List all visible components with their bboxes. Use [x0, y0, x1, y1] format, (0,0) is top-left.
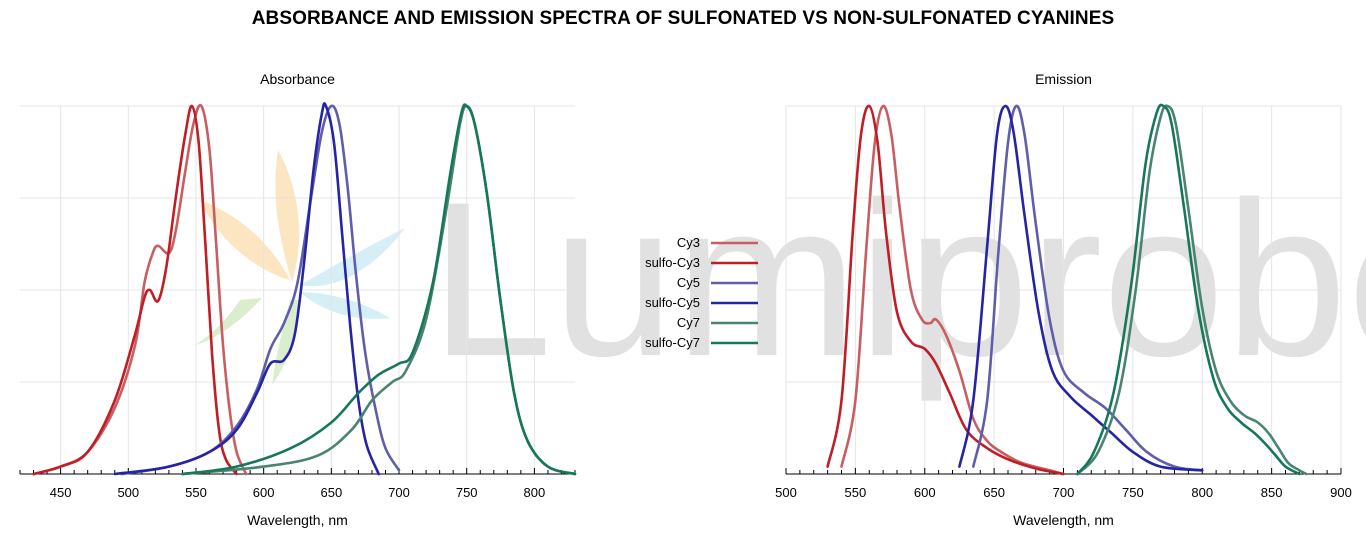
x-tick-label: 650 [983, 485, 1005, 500]
chart-title: ABSORBANCE AND EMISSION SPECTRA OF SULFO… [251, 8, 1115, 29]
legend-item: Cy7 [677, 315, 758, 330]
x-tick-label: 800 [1191, 485, 1213, 500]
legend-label: Cy3 [677, 235, 700, 250]
legend-label: sulfo-Cy5 [645, 295, 700, 310]
legend-label: sulfo-Cy3 [645, 255, 700, 270]
x-tick-label: 550 [845, 485, 867, 500]
grid [20, 105, 575, 474]
series-line-sulfo-cy5 [113, 102, 380, 476]
legend-label: Cy5 [677, 275, 700, 290]
series-line-cy3 [840, 104, 1065, 476]
series-line-cy3 [32, 103, 248, 476]
series-line-cy5 [120, 104, 401, 476]
series-line-sulfo-cy3 [32, 104, 238, 476]
legend-item: Cy5 [677, 275, 758, 290]
x-tick-label: 600 [914, 485, 936, 500]
series-line-cy7 [1076, 104, 1308, 476]
x-tick-label: 500 [117, 485, 139, 500]
x-axis-label: Wavelength, nm [1013, 512, 1114, 528]
legend-label: Cy7 [677, 315, 700, 330]
x-tick-label: 550 [185, 485, 207, 500]
panel-0: 450 500 550 600 650 700 750 800 Absorbance Wavele… [19, 71, 577, 528]
grid [785, 105, 1342, 474]
x-axis-label: Wavelength, nm [247, 512, 348, 528]
series-line-cy5 [972, 104, 1204, 472]
panel-1: 500 550 600 650 700 750 800 850 900 Emission Wavel… [775, 71, 1352, 528]
x-tick-label: 850 [1261, 485, 1283, 500]
x-tick-label: 800 [524, 485, 546, 500]
series-line-sulfo-cy7 [1076, 103, 1301, 476]
x-tick-label: 600 [253, 485, 275, 500]
x-tick-label: 750 [456, 485, 478, 500]
x-tick-label: 750 [1122, 485, 1144, 500]
legend: Cy3 sulfo-Cy3 Cy5 sulfo-Cy5 Cy7 sulfo-Cy7 [645, 235, 758, 350]
watermark-logo-icon [195, 150, 405, 385]
x-tick-label: 700 [1053, 485, 1075, 500]
x-tick-label: 500 [775, 485, 797, 500]
legend-item: sulfo-Cy7 [645, 335, 758, 350]
x-tick-label: 700 [388, 485, 410, 500]
legend-item: sulfo-Cy5 [645, 295, 758, 310]
panel-title: Absorbance [260, 71, 335, 87]
series-line-sulfo-cy7 [181, 103, 577, 476]
legend-item: sulfo-Cy3 [645, 255, 758, 270]
panel-title: Emission [1035, 71, 1092, 87]
legend-item: Cy3 [677, 235, 758, 250]
series-line-sulfo-cy5 [958, 104, 1204, 472]
legend-label: sulfo-Cy7 [645, 335, 700, 350]
x-tick-label: 900 [1330, 485, 1352, 500]
x-tick-label: 450 [50, 485, 72, 500]
series-line-sulfo-cy3 [826, 104, 1065, 476]
watermark: Lumiprobe [195, 150, 1366, 402]
x-tick-label: 650 [320, 485, 342, 500]
